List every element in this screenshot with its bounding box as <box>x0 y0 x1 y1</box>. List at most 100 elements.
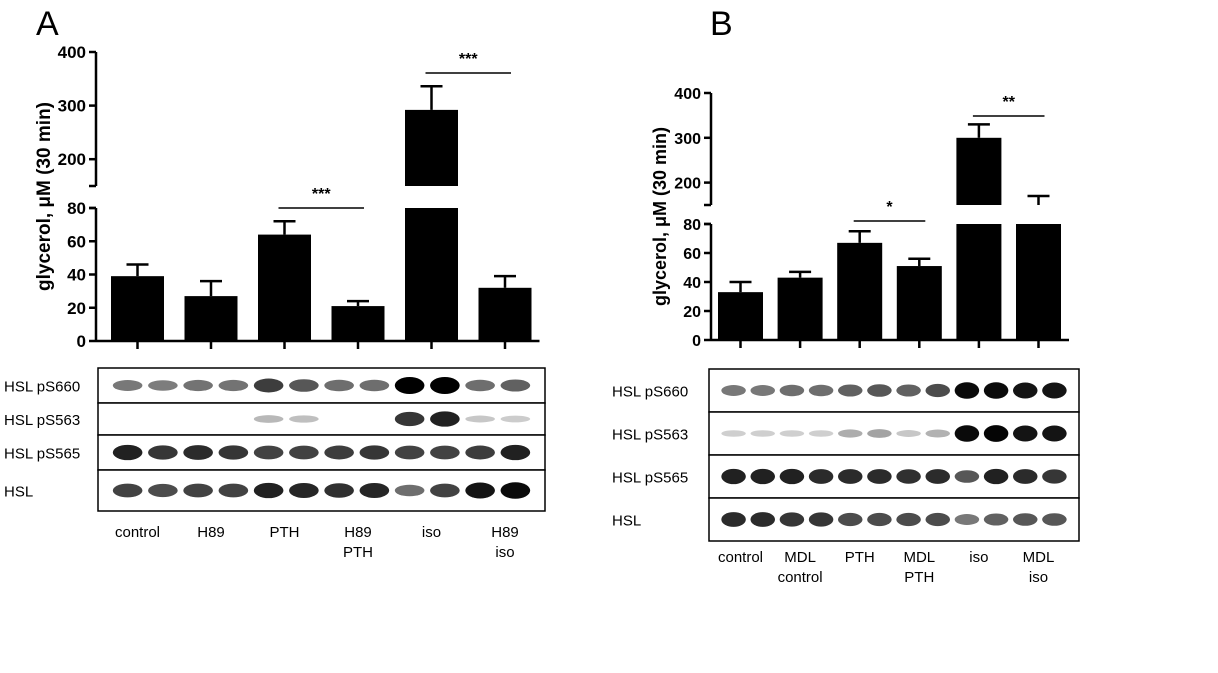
blot-band <box>750 430 775 437</box>
blot-band <box>112 380 143 391</box>
blot-band <box>808 430 834 437</box>
blot-band <box>253 415 284 423</box>
blot-band <box>750 468 775 485</box>
blot-band <box>253 378 284 393</box>
blot-band <box>394 445 425 460</box>
blot-band <box>500 444 531 461</box>
blot-band <box>394 377 425 394</box>
blot-band <box>359 445 390 460</box>
blot-band <box>359 482 390 499</box>
blot-band <box>954 425 980 442</box>
y-tick-label: 60 <box>683 246 701 263</box>
bar <box>896 266 942 340</box>
y-tick-label: 40 <box>67 266 86 285</box>
bar <box>837 242 883 340</box>
bar <box>258 234 311 341</box>
blot-band <box>983 468 1009 485</box>
blot-band <box>954 514 980 525</box>
blot-band <box>896 430 921 437</box>
category-label: H89 <box>197 524 225 541</box>
y-tick-label: 20 <box>683 304 701 321</box>
y-tick-label: 20 <box>67 299 86 318</box>
blot-label: HSL pS563 <box>612 427 688 444</box>
category-label: H89 <box>491 524 519 541</box>
category-label: MDL <box>903 549 935 566</box>
blot-band <box>925 512 950 527</box>
bar <box>777 277 823 340</box>
category-label: H89 <box>344 524 372 541</box>
bar-upper-segment <box>405 109 458 186</box>
blot-band <box>838 512 863 527</box>
blot-band <box>183 445 213 460</box>
significance-label: *** <box>312 186 331 203</box>
blot-band <box>183 483 213 498</box>
category-label: control <box>778 569 823 586</box>
category-label: PTH <box>904 569 934 586</box>
y-tick-label: 300 <box>58 97 86 116</box>
blot-label: HSL pS660 <box>612 384 688 401</box>
blot-band <box>925 429 950 438</box>
panel-A: A 0 20 40 60 80 200 300 400 glycerol, μM (30 min)… <box>4 5 546 561</box>
blot-band <box>394 484 425 497</box>
blot-band <box>500 379 531 392</box>
y-tick-label: 60 <box>67 232 86 251</box>
blot-band <box>838 384 863 397</box>
y-axis-label: glycerol, μM (30 min) <box>34 102 55 291</box>
blot-band <box>779 512 805 527</box>
category-label: iso <box>1029 569 1048 586</box>
blot-band <box>1042 382 1067 399</box>
blot-band <box>465 379 495 392</box>
blot-band <box>253 445 284 460</box>
y-tick-label: 80 <box>683 217 701 234</box>
blot-band <box>430 377 460 394</box>
bar <box>184 296 238 341</box>
category-label: iso <box>969 549 988 566</box>
blot-band <box>1013 513 1038 526</box>
significance-label: *** <box>459 51 478 68</box>
blot-band <box>867 384 892 397</box>
blot-band <box>1013 425 1038 442</box>
y-tick-label: 0 <box>77 332 86 351</box>
blot-band <box>359 379 390 392</box>
blot-band <box>867 429 892 438</box>
blot-band <box>465 482 495 499</box>
blot-label: HSL <box>4 484 33 501</box>
blot-band <box>289 482 319 499</box>
blot-band <box>324 445 354 460</box>
category-label: MDL <box>784 549 816 566</box>
blot-band <box>1042 513 1067 526</box>
blot-label: HSL pS660 <box>4 379 80 396</box>
blot-band <box>750 385 775 396</box>
category-label: PTH <box>270 524 300 541</box>
blot-band <box>1042 425 1067 442</box>
y-tick-label: 200 <box>58 150 86 169</box>
blot-band <box>1013 469 1038 484</box>
blot-band <box>1042 469 1067 484</box>
blot-band <box>218 379 249 392</box>
blot-band <box>430 445 460 460</box>
y-tick-label: 400 <box>58 43 86 62</box>
blot-band <box>750 512 775 527</box>
significance-label: * <box>886 199 893 216</box>
blot-label: HSL pS565 <box>4 446 80 463</box>
blot-band <box>721 512 746 527</box>
blot-band <box>954 470 980 483</box>
panel-letter: B <box>710 5 733 43</box>
bar <box>718 292 763 340</box>
blot-band <box>324 379 354 392</box>
bar-upper-segment <box>956 137 1002 205</box>
blot-band <box>1013 382 1038 399</box>
blot-band <box>218 445 249 460</box>
blot-band <box>148 445 178 460</box>
blot-band <box>430 411 460 427</box>
y-tick-label: 0 <box>692 333 701 350</box>
blot-band <box>148 483 178 498</box>
blot-band <box>867 512 892 527</box>
blot-band <box>896 512 921 527</box>
blot-label: HSL <box>612 513 641 530</box>
blot-band <box>289 445 319 460</box>
blot-band <box>808 469 834 484</box>
blot-label: HSL pS565 <box>612 470 688 487</box>
blot-band <box>983 425 1009 442</box>
blot-band <box>721 468 746 485</box>
